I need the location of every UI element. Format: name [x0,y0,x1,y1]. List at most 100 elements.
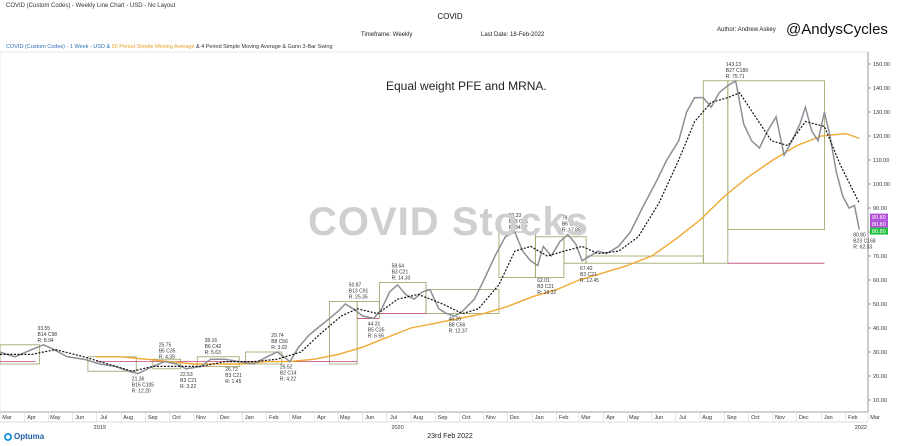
last-value-badge [870,213,888,221]
swing-label-line: B2 C14 [280,371,297,377]
timeframe-label: Timeframe: Weekly [361,32,413,38]
swing-label-line: R: 8.94 [38,338,54,344]
x-tick-label: May [340,415,351,421]
y-tick-label: 50.00 [873,302,887,308]
y-tick-label: 10.00 [873,398,887,404]
swing-label-line: 80.80 [853,233,866,239]
chart-annotation: Equal weight PFE and MRNA. [386,79,547,93]
x-tick-label: Dec [510,415,520,421]
x-tick-label: Jun [654,415,663,421]
x-tick-label: Mar [581,415,591,421]
gann-swing-box [152,358,181,370]
swing-label-line: 50.87 [349,283,362,289]
gann-swing-box [329,301,358,365]
y-tick-label: 150.00 [873,62,890,68]
swing-label-line: B8 C56 [271,339,288,345]
swing-label-line: R: 18.32 [537,290,556,296]
gann-swing-box [0,344,40,365]
y-tick-label: 140.00 [873,86,890,92]
swing-label-line: R: 4.39 [159,355,175,361]
swing-label-line: B3 C21 [225,373,242,379]
swing-label-line: 46.26 [449,317,462,323]
swing-label-line: 25.75 [159,343,172,349]
swing-label-line: 29.74 [271,333,284,339]
gann-swing-box [727,80,825,231]
swing-label-line: R: 12.45 [580,278,599,284]
swing-label-line: B3 C21 [392,269,409,275]
x-tick-label: Dec [799,415,809,421]
swing-label-line: R: 62.33 [853,245,872,251]
y-tick-label: 40.00 [873,326,887,332]
swing-label-line: 62.01 [537,278,550,284]
swing-label-line: B13 C91 [349,289,369,295]
swing-label-line: B8 C56 [449,323,466,329]
x-year-label: 2020 [391,425,403,431]
author-label: Author: Andrew Askey [717,27,776,33]
swing-label-line: R: 14.33 [392,275,411,281]
swing-label-line: B3 C21 [580,272,597,278]
swing-label-line: R: 1.45 [225,379,241,385]
x-tick-label: Jul [390,415,397,421]
twitter-handle: @AndysCycles [786,21,888,38]
x-tick-label: Jul [679,415,686,421]
x-tick-label: Jan [245,415,254,421]
swing-label-line: B3 C21 [180,378,197,384]
chart-title: COVID [437,12,463,21]
x-tick-label: Aug [123,415,133,421]
last-date-label: Last Date: 18-Feb-2022 [481,32,545,38]
swing-label-line: 67.42 [580,266,593,272]
last-value-badge [870,220,888,228]
swing-label-line: 26.72 [225,367,238,373]
swing-label-line: 58.64 [392,263,405,269]
x-tick-label: Sep [438,415,448,421]
x-tick-label: Jan [824,415,833,421]
swing-label-line: R: 34.07 [509,225,528,231]
legend-sma4-gann: & 4 Period Simple Moving Average & Gann … [194,44,333,50]
swing-label-line: 80.33 [509,213,522,219]
gann-swing-box [563,236,587,264]
x-tick-label: Jan [535,415,544,421]
swing-label-line: R: 5.63 [205,350,221,356]
x-tick-label: May [50,415,61,421]
x-tick-label: Nov [486,415,496,421]
swing-label-line: B14 C98 [38,332,58,338]
last-value-badge-label: 80.80 [872,222,886,228]
swing-label-line: B27 C189 [726,68,748,74]
swing-label-line: 44.31 [368,321,381,327]
x-tick-label: Mar [292,415,302,421]
swing-label-line: R: 3.02 [271,345,287,351]
swing-label-line: B23 C168 [853,239,875,245]
swing-label-line: B15 C105 [132,383,154,389]
x-tick-label: Feb [559,415,568,421]
price-line [0,79,861,375]
legend-price: COVID (Custom Codes) - 1 Week - USD & [6,44,112,50]
chart-legend: COVID (Custom Codes) - 1 Week - USD & 50… [6,44,333,50]
watermark: COVID Stocks [308,200,589,244]
swing-label-line: R: 25.35 [349,295,368,301]
swing-label-line: 25.52 [280,365,293,371]
optuma-logo-text: Optuma [14,432,45,441]
x-tick-label: Apr [27,415,36,421]
x-tick-label: Mar [2,415,12,421]
swing-label-line: B13 C91 [509,219,529,225]
sma50-line [96,132,860,365]
x-tick-label: Feb [848,415,857,421]
x-tick-label: Sep [727,415,737,421]
optuma-logo: Optuma [4,432,44,441]
gann-swing-box [702,80,729,264]
x-tick-label: Oct [172,415,181,421]
last-value-badge-label: 80.80 [872,215,886,221]
y-tick-label: 70.00 [873,254,887,260]
gann-swing-box [245,351,283,365]
